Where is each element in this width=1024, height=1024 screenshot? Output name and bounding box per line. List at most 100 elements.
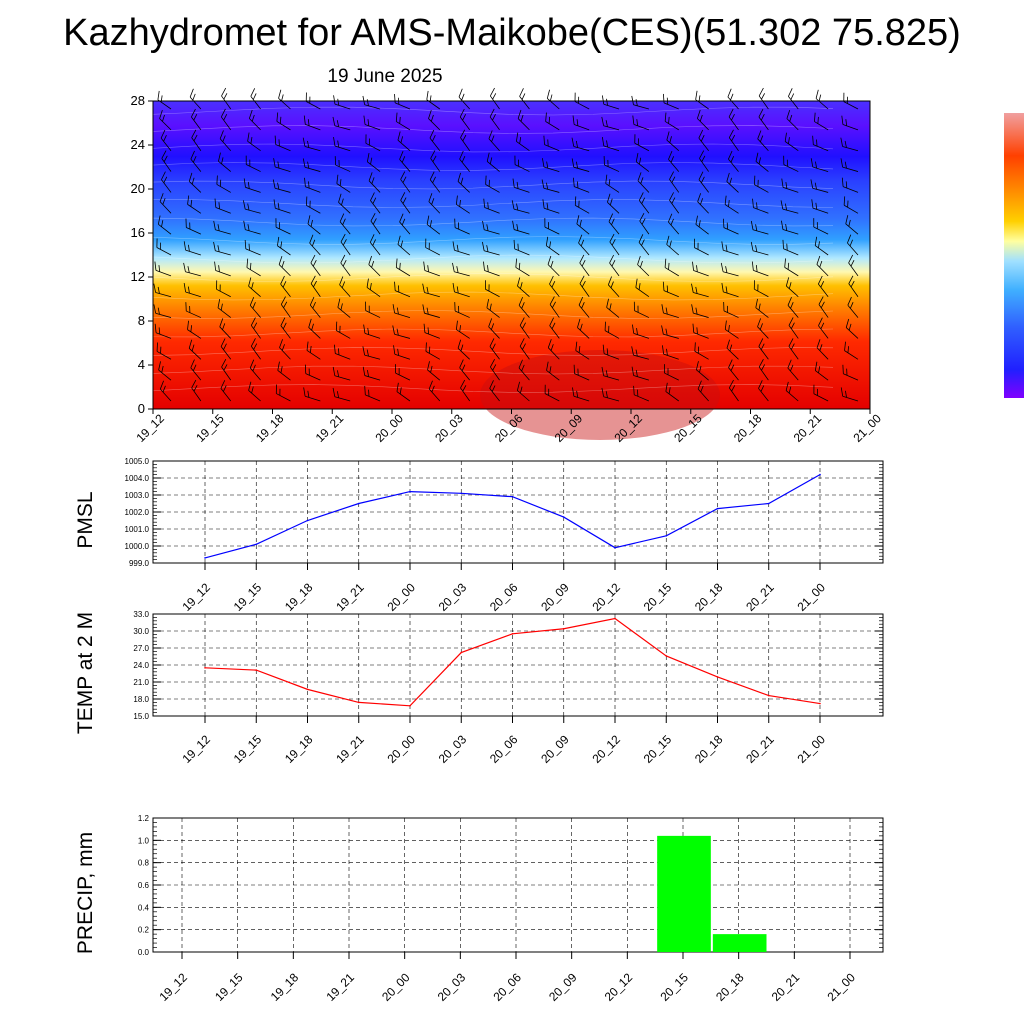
barb-flag: [845, 215, 849, 224]
barb-flag: [247, 203, 250, 211]
barb-staff: [753, 207, 769, 214]
barb-staff: [454, 249, 470, 256]
barb-flag: [694, 238, 695, 248]
barb-flag: [699, 150, 705, 159]
series-point: [562, 516, 565, 518]
barb-staff: [549, 325, 560, 339]
wind-barb: [394, 281, 411, 298]
wind-barb: [308, 318, 321, 339]
barb-flag: [637, 172, 642, 181]
barb-flag: [701, 155, 706, 162]
barb-flag: [397, 131, 401, 141]
barb-flag: [669, 171, 675, 180]
barb-staff: [396, 267, 411, 277]
wind-barb: [156, 342, 172, 360]
wind-barb: [754, 175, 769, 193]
barb-flag: [392, 325, 395, 335]
barb-staff: [698, 137, 709, 151]
barb-staff: [574, 186, 590, 193]
wind-barb: [243, 178, 261, 193]
barb-staff: [188, 181, 202, 193]
barb-flag: [817, 275, 823, 285]
barb-flag: [489, 108, 495, 118]
barb-flag: [638, 283, 641, 290]
barb-staff: [783, 248, 799, 256]
barb-staff: [547, 98, 560, 110]
barb-staff: [843, 373, 859, 381]
barb-staff: [574, 373, 590, 381]
barb-flag: [790, 322, 795, 329]
wind-barb: [392, 325, 411, 339]
barb-flag: [188, 339, 193, 349]
barb-flag: [492, 343, 496, 350]
barb-flag: [459, 325, 461, 332]
barb-staff: [160, 137, 172, 151]
barb-staff: [221, 95, 232, 110]
barb-flag: [249, 159, 251, 167]
barb-flag: [339, 213, 345, 222]
barb-staff: [816, 264, 829, 277]
barb-staff: [454, 227, 470, 235]
barb-flag: [456, 244, 459, 252]
barb-staff: [250, 325, 261, 339]
wind-barb: [543, 135, 560, 152]
barb-staff: [758, 95, 769, 110]
barb-flag: [154, 323, 157, 333]
wind-barb: [183, 283, 201, 298]
barb-flag: [158, 327, 161, 335]
wind-barb: [788, 338, 799, 360]
barb-flag: [520, 114, 524, 122]
wind-barb: [454, 218, 470, 235]
barb-flag: [787, 296, 792, 306]
barb-flag: [369, 234, 375, 243]
barb-flag: [191, 177, 195, 185]
barb-staff: [547, 347, 560, 360]
barb-flag: [312, 260, 317, 267]
barb-flag: [247, 181, 250, 189]
wind-barb: [216, 280, 231, 298]
barb-flag: [337, 370, 340, 377]
y-tick-label: 1001.0: [125, 525, 150, 534]
barb-staff: [842, 124, 859, 131]
barb-staff: [573, 146, 590, 152]
barb-flag: [370, 157, 373, 165]
barb-flag: [222, 135, 226, 142]
wind-barb: [365, 134, 381, 152]
wind-barb: [459, 150, 471, 172]
barb-staff: [578, 304, 590, 318]
barb-flag: [362, 366, 366, 376]
wind-barb: [844, 341, 859, 360]
wind-barb: [840, 387, 859, 402]
barb-flag: [428, 380, 433, 390]
barb-staff: [517, 118, 530, 131]
barb-flag: [153, 304, 156, 314]
x-tick-label: 20_03: [436, 732, 470, 766]
barb-staff: [782, 229, 799, 235]
wind-barb: [694, 238, 709, 256]
wind-barb: [578, 296, 590, 318]
barb-staff: [546, 370, 560, 381]
barb-flag: [785, 381, 789, 391]
barb-flag: [489, 157, 493, 165]
barb-staff: [426, 224, 441, 235]
wind-barb: [332, 116, 351, 131]
barb-flag: [695, 90, 698, 100]
barb-staff: [664, 267, 679, 277]
wind-barb: [159, 193, 172, 214]
wind-barb: [220, 108, 232, 131]
barb-staff: [573, 395, 590, 402]
barb-staff: [394, 333, 411, 339]
barb-flag: [790, 343, 795, 350]
barb-flag: [462, 134, 467, 142]
barb-flag: [429, 171, 435, 180]
barb-flag: [577, 318, 581, 328]
barb-flag: [790, 302, 794, 309]
barb-flag: [816, 255, 821, 265]
barb-flag: [313, 280, 317, 288]
barb-flag: [486, 245, 489, 252]
wind-barb: [517, 109, 530, 131]
barb-staff: [186, 227, 202, 235]
contour-line: [152, 254, 834, 264]
barb-flag: [605, 391, 608, 398]
barb-staff: [161, 179, 172, 193]
